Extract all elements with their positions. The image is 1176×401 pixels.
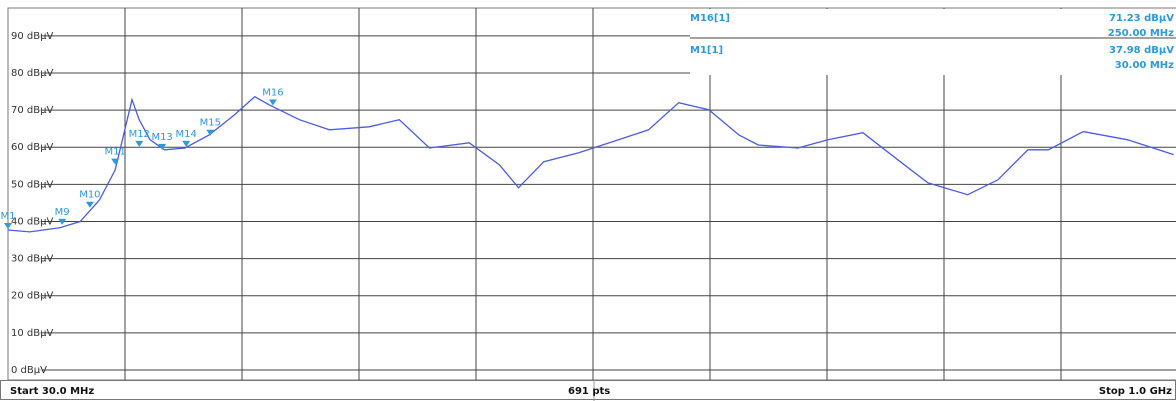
- readout-freq: 250.00 MHz: [1108, 28, 1174, 39]
- tick-label-bg: [9, 141, 39, 154]
- y-tick-label: 30 dBµV: [11, 254, 53, 265]
- footer-start: Start 30.0 MHz: [10, 386, 94, 397]
- marker-triangle: [268, 99, 277, 106]
- marker-label: M11: [104, 147, 125, 158]
- marker-label: M1: [1, 211, 16, 222]
- tick-label-bg: [9, 252, 39, 265]
- readout-marker: M1[1]: [690, 45, 723, 56]
- marker-label: M16: [262, 88, 283, 99]
- y-tick-label: 80 dBµV: [11, 68, 53, 79]
- readout-marker: M16[1]: [690, 13, 730, 24]
- marker-label: M10: [79, 190, 100, 201]
- marker-label: M12: [129, 129, 150, 140]
- y-tick-label: 70 dBµV: [11, 105, 53, 116]
- readout-level: 37.98 dBµV: [1109, 45, 1174, 56]
- trace: [7, 95, 1174, 233]
- tick-label-bg: [9, 29, 39, 42]
- tick-label-bg: [9, 178, 39, 191]
- y-tick-label: 0 dBµV: [11, 365, 47, 376]
- readout-freq: 30.00 MHz: [1115, 60, 1174, 71]
- marker-triangle: [58, 218, 67, 225]
- marker-triangle: [85, 201, 94, 208]
- y-tick-label: 60 dBµV: [11, 142, 53, 153]
- tick-label-bg: [9, 215, 39, 228]
- marker-label: M13: [151, 132, 172, 143]
- y-tick-label: 10 dBµV: [11, 328, 53, 339]
- marker-triangle: [135, 140, 144, 147]
- marker-triangle: [182, 140, 191, 147]
- marker-triangle: [206, 129, 215, 136]
- tick-label-bg: [9, 326, 39, 339]
- y-tick-label: 50 dBµV: [11, 179, 53, 190]
- tick-label-bg: [9, 363, 39, 376]
- readout-bg: [690, 9, 1176, 75]
- footer-points: 691 pts: [568, 386, 610, 397]
- marker-triangle: [158, 143, 167, 150]
- marker-label: M15: [200, 118, 221, 129]
- y-tick-label: 90 dBµV: [11, 31, 53, 42]
- marker-label: M14: [176, 129, 197, 140]
- y-tick-label: 20 dBµV: [11, 291, 53, 302]
- marker-triangle: [4, 222, 12, 229]
- y-tick-label: 40 dBµV: [11, 216, 53, 227]
- tick-label-bg: [9, 289, 39, 302]
- tick-label-bg: [9, 104, 39, 117]
- footer-stop: Stop 1.0 GHz: [1099, 386, 1172, 397]
- marker-triangle: [111, 158, 120, 165]
- readout-level: 71.23 dBµV: [1109, 13, 1174, 24]
- tick-label-bg: [9, 66, 39, 79]
- marker-label: M9: [55, 207, 70, 218]
